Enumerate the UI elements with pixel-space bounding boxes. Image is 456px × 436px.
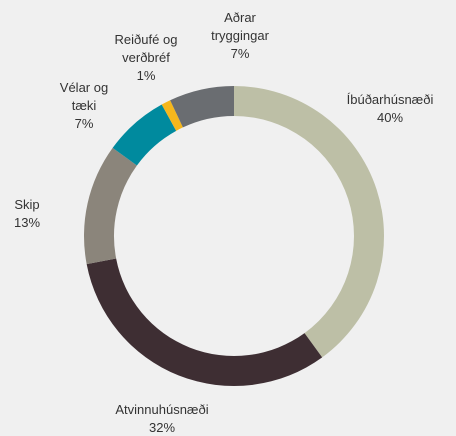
slice-value: 1% — [136, 68, 156, 83]
slice-label: Íbúðarhúsnæði 40% — [320, 91, 456, 127]
donut-slice — [234, 86, 384, 358]
slice-category: Reiðufé og verðbréf — [114, 32, 178, 65]
slice-category: Aðrar tryggingar — [211, 10, 269, 43]
slice-label: Vélar og tæki 7% — [53, 79, 115, 133]
slice-label: Reiðufé og verðbréf 1% — [102, 31, 190, 85]
slice-category: Skip — [14, 197, 40, 212]
donut-slice — [84, 147, 137, 265]
slice-value: 7% — [74, 116, 94, 131]
slice-label: Atvinnuhúsnæði 32% — [92, 401, 232, 436]
donut-slice — [112, 104, 177, 166]
slice-label: Aðrar tryggingar 7% — [200, 9, 280, 63]
slice-label: Skip 13% — [0, 196, 57, 232]
donut-slice — [170, 86, 234, 128]
slice-category: Vélar og tæki — [59, 80, 109, 113]
slice-value: 7% — [230, 46, 250, 61]
slice-value: 40% — [376, 110, 404, 125]
slice-value: 13% — [13, 215, 41, 230]
slice-category: Atvinnuhúsnæði — [115, 402, 209, 417]
donut-slice — [86, 258, 323, 386]
slice-category: Íbúðarhúsnæði — [346, 92, 434, 107]
donut-slice — [161, 100, 183, 131]
slice-value: 32% — [148, 420, 176, 435]
